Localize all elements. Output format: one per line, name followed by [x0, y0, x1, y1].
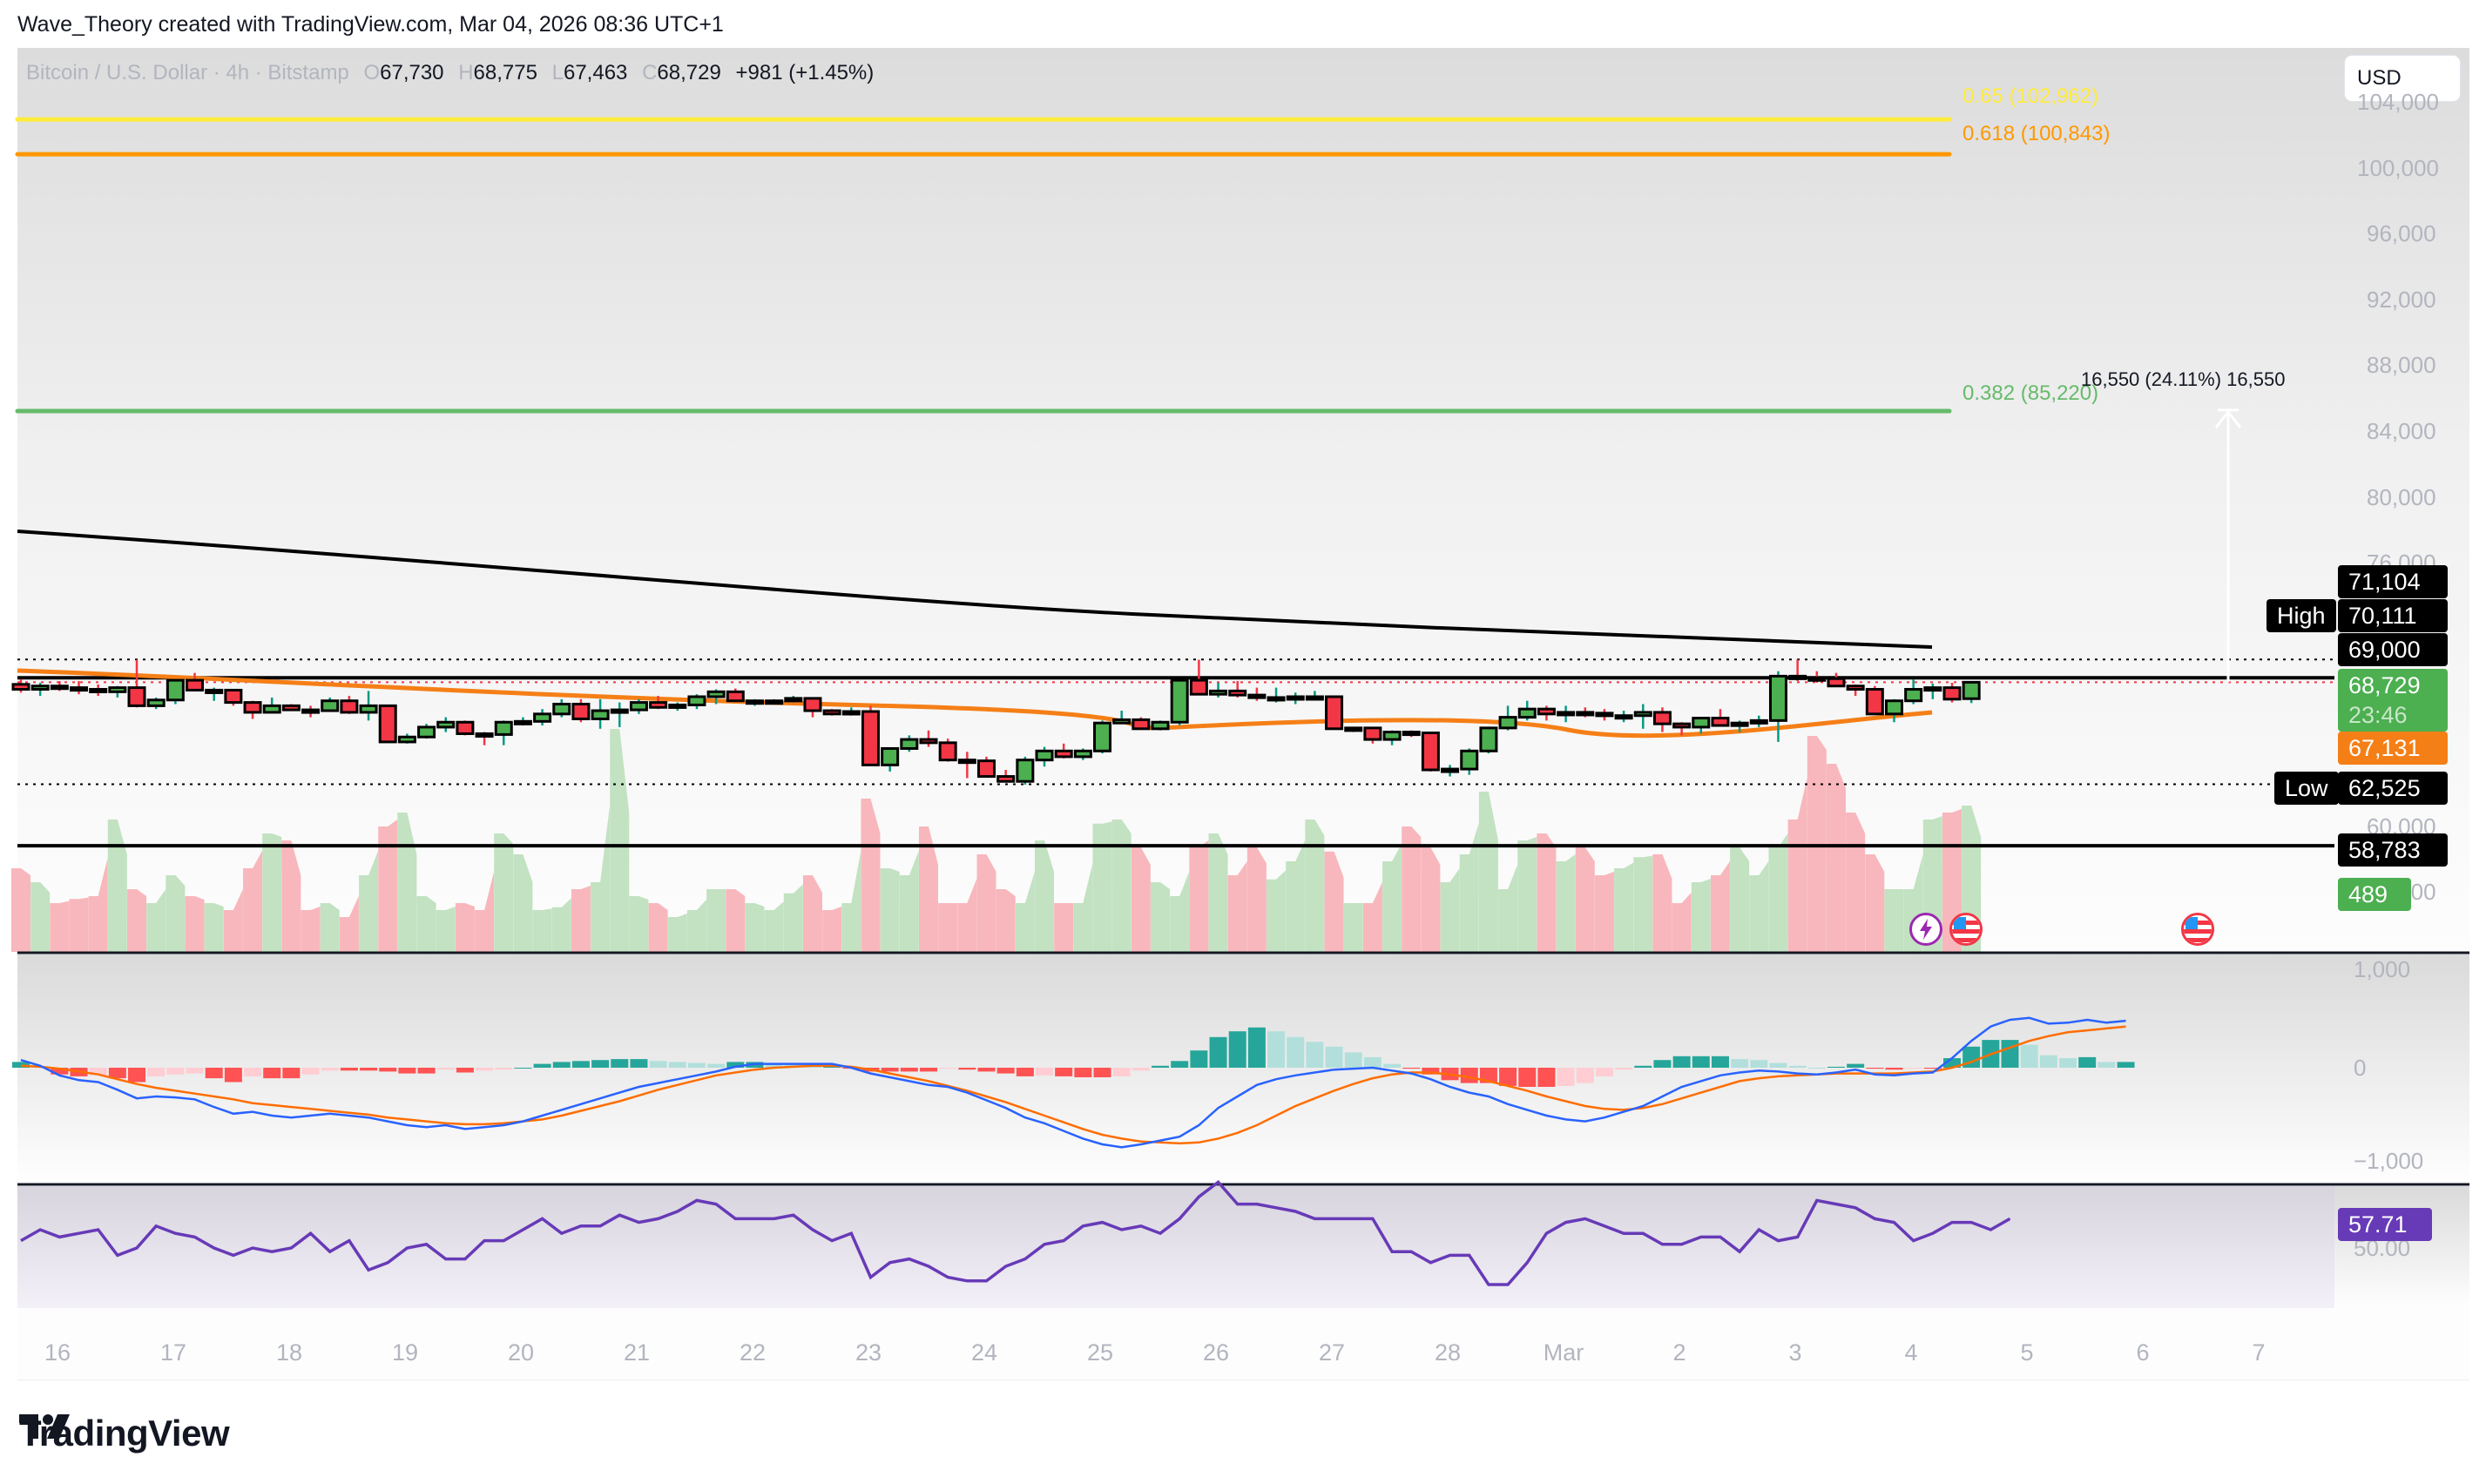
time-label: 4: [1904, 1339, 1918, 1366]
symbol-legend: Bitcoin / U.S. Dollar · 4h · Bitstamp O6…: [26, 61, 874, 85]
macd-axis-label: 0: [2354, 1055, 2367, 1081]
change-value: +981 (+1.45%): [735, 61, 875, 84]
fib-label-0382: 0.382 (85,220): [1962, 381, 2099, 405]
time-label: 21: [623, 1339, 651, 1366]
macd-axis-label: 1,000: [2354, 956, 2411, 982]
low-label-tag: Low: [2274, 772, 2339, 805]
tradingview-logo-icon: [19, 1414, 70, 1439]
price-axis-label: 88,000: [2367, 352, 2436, 378]
time-label: 25: [1086, 1339, 1114, 1366]
time-label: 20: [507, 1339, 535, 1366]
time-label: 5: [2020, 1339, 2034, 1366]
fib-label-065: 0.65 (102,962): [1962, 84, 2099, 108]
low-label: L: [551, 61, 564, 84]
price-tag-low: 62,525: [2338, 772, 2448, 805]
time-label: 26: [1202, 1339, 1230, 1366]
chart-caption: Wave_Theory created with TradingView.com…: [17, 12, 724, 37]
close-label: C: [642, 61, 658, 84]
tradingview-brand[interactable]: TradingView: [19, 1413, 230, 1454]
time-label: Mar: [1543, 1339, 1584, 1366]
price-axis-label: 96,000: [2367, 220, 2436, 246]
price-tag-ema-200: 71,104: [2338, 565, 2448, 598]
time-label: 23: [855, 1339, 882, 1366]
time-label: 2: [1672, 1339, 1686, 1366]
price-tag-58783: 58,783: [2338, 833, 2448, 867]
high-label-tag: High: [2266, 599, 2336, 632]
macd-axis-label: −1,000: [2354, 1148, 2424, 1174]
symbol-name[interactable]: Bitcoin / U.S. Dollar · 4h · Bitstamp: [26, 61, 349, 84]
price-tag-high: 70,111: [2338, 599, 2448, 632]
time-label: 27: [1318, 1339, 1346, 1366]
last-price: 68,729: [2348, 672, 2421, 698]
rsi-value-tag: 57.71: [2338, 1208, 2432, 1241]
high-value: 68,775: [473, 61, 537, 84]
time-label: 7: [2252, 1339, 2266, 1366]
low-value: 67,463: [563, 61, 628, 84]
price-axis-label: 104,000: [2357, 89, 2439, 115]
price-tag-last: 68,729 23:46: [2338, 669, 2448, 732]
time-label: 18: [275, 1339, 303, 1366]
us-flag-event-icon[interactable]: [2181, 913, 2214, 946]
time-label: 19: [391, 1339, 419, 1366]
currency-button[interactable]: USD: [2345, 56, 2460, 101]
price-axis-label: 80,000: [2367, 484, 2436, 510]
time-label: 24: [970, 1339, 998, 1366]
us-flag-event-icon[interactable]: [1949, 913, 1983, 946]
bar-countdown: 23:46: [2348, 702, 2408, 728]
time-label: 16: [44, 1339, 71, 1366]
volume-tag: 489: [2338, 878, 2411, 911]
open-label: O: [363, 61, 381, 84]
price-tag-ema-orange: 67,131: [2338, 732, 2448, 765]
high-label: H: [458, 61, 474, 84]
time-label: 17: [159, 1339, 187, 1366]
time-label: 3: [1788, 1339, 1802, 1366]
lightning-event-icon[interactable]: [1909, 913, 1942, 946]
time-label: 22: [739, 1339, 767, 1366]
time-label: 28: [1434, 1339, 1462, 1366]
price-axis-label: 92,000: [2367, 287, 2436, 313]
close-value: 68,729: [657, 61, 721, 84]
price-tag-69000: 69,000: [2338, 633, 2448, 666]
price-axis-label: 100,000: [2357, 155, 2439, 181]
price-axis-label: 84,000: [2367, 418, 2436, 444]
fib-label-0618: 0.618 (100,843): [1962, 122, 2111, 145]
open-value: 67,730: [380, 61, 444, 84]
time-label: 6: [2136, 1339, 2150, 1366]
measure-label: 16,550 (24.11%) 16,550: [2081, 368, 2286, 390]
